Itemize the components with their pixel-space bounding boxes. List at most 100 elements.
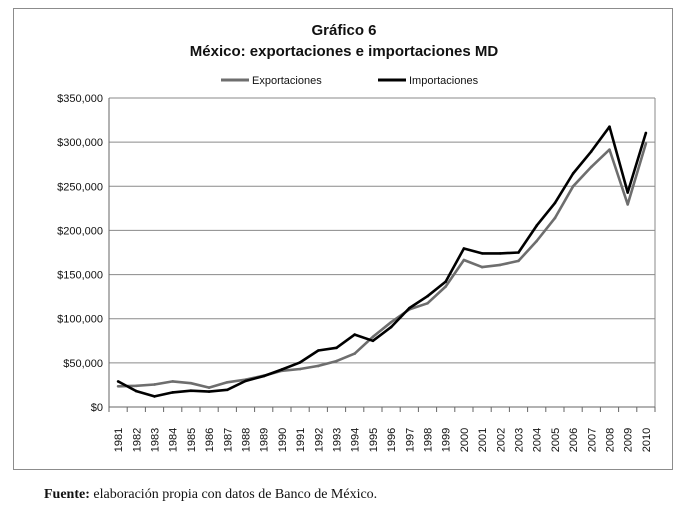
data-point-importaciones — [244, 379, 247, 383]
data-point-importaciones — [353, 333, 357, 336]
axes: $0 $50,000 $100,000 $150,000 $200,000 $250,00… — [57, 93, 656, 452]
x-tick-label: 1997 — [404, 428, 416, 452]
x-tick-label: 1998 — [423, 428, 435, 452]
x-tick-label: 1990 — [277, 428, 289, 452]
data-point-importaciones — [389, 325, 393, 329]
data-point-importaciones — [171, 391, 174, 394]
x-tick-label: 2004 — [532, 428, 544, 452]
gridlines — [109, 97, 656, 407]
x-tick-label: 1987 — [222, 428, 234, 452]
data-point-importaciones — [335, 346, 338, 350]
y-tick-label: $150,000 — [57, 270, 103, 282]
x-tick-label: 2009 — [623, 428, 635, 452]
x-tick-label: 2003 — [514, 428, 526, 452]
data-point-exportaciones — [189, 381, 193, 385]
x-tick-label: 1985 — [186, 428, 198, 452]
x-tick-label: 1996 — [386, 428, 398, 452]
x-tick-label: 1994 — [350, 428, 362, 452]
y-tick-label: $0 — [91, 402, 103, 414]
data-point-importaciones — [135, 389, 138, 393]
data-point-exportaciones — [571, 184, 575, 188]
y-tick-label: $300,000 — [57, 137, 103, 149]
data-point-exportaciones — [353, 352, 357, 355]
data-point-exportaciones — [226, 380, 229, 384]
data-point-exportaciones — [480, 265, 484, 269]
data-point-exportaciones — [335, 359, 338, 363]
x-tick-label: 1999 — [441, 428, 453, 452]
chart-frame: Gráfico 6 México: exportaciones e import… — [13, 8, 673, 470]
x-tick-label: 1992 — [313, 428, 325, 452]
data-point-importaciones — [298, 361, 302, 364]
data-point-exportaciones — [535, 239, 538, 243]
data-point-exportaciones — [171, 380, 174, 383]
chart-title: Gráfico 6 — [311, 22, 376, 39]
data-point-importaciones — [408, 306, 411, 310]
legend: Exportaciones Importaciones — [221, 75, 479, 87]
y-tick-label: $350,000 — [57, 93, 103, 105]
data-point-importaciones — [226, 388, 229, 392]
data-point-exportaciones — [499, 263, 502, 267]
data-point-importaciones — [280, 368, 284, 371]
x-tick-label: 1983 — [150, 428, 162, 452]
data-point-exportaciones — [553, 216, 557, 220]
data-point-exportaciones — [444, 285, 448, 288]
y-tick-label: $250,000 — [57, 181, 103, 193]
x-tick-label: 2002 — [495, 428, 507, 452]
data-point-importaciones — [371, 339, 375, 343]
data-point-importaciones — [207, 390, 211, 393]
x-tick-label: 2000 — [459, 428, 471, 452]
data-point-exportaciones — [371, 335, 375, 339]
source-text: elaboración propia con datos de Banco de… — [89, 487, 378, 502]
x-tick-label: 1989 — [259, 428, 271, 452]
data-point-importaciones — [189, 389, 193, 392]
y-tick-label: $100,000 — [57, 314, 103, 326]
legend-label-importaciones: Importaciones — [409, 75, 479, 87]
x-tick-label: 2010 — [641, 428, 653, 452]
data-point-exportaciones — [644, 142, 648, 145]
data-point-importaciones — [116, 380, 120, 383]
x-tick-label: 1984 — [168, 428, 180, 452]
data-point-exportaciones — [207, 386, 211, 389]
line-chart: Gráfico 6 México: exportaciones e import… — [57, 22, 656, 452]
data-point-exportaciones — [426, 301, 429, 305]
x-tick-label: 1988 — [241, 428, 253, 452]
x-tick-label: 2005 — [550, 428, 562, 452]
x-tick-label: 1986 — [204, 428, 216, 452]
data-point-exportaciones — [626, 203, 629, 206]
x-tick-label: 2006 — [568, 428, 580, 452]
legend-label-exportaciones: Exportaciones — [252, 75, 322, 87]
data-point-exportaciones — [298, 367, 302, 371]
x-tick-label: 2007 — [586, 428, 598, 452]
data-point-importaciones — [608, 125, 611, 128]
data-point-exportaciones — [462, 258, 466, 262]
source-note: Fuente: elaboración propia con datos de … — [44, 487, 377, 503]
data-point-exportaciones — [317, 364, 320, 368]
data-point-exportaciones — [389, 320, 393, 324]
x-tick-label: 1995 — [368, 428, 380, 452]
data-point-importaciones — [626, 191, 629, 194]
data-point-exportaciones — [590, 165, 593, 169]
data-point-exportaciones — [517, 259, 520, 263]
series-line-exportaciones — [118, 143, 648, 389]
data-point-importaciones — [426, 294, 429, 298]
x-tick-label: 2001 — [477, 428, 489, 452]
y-tick-label: $200,000 — [57, 225, 103, 237]
data-point-exportaciones — [135, 384, 138, 388]
data-point-importaciones — [499, 252, 502, 255]
data-point-importaciones — [535, 224, 538, 227]
data-point-importaciones — [317, 349, 320, 352]
source-label: Fuente: — [44, 487, 90, 502]
data-point-importaciones — [553, 201, 557, 205]
x-tick-label: 1993 — [332, 428, 344, 452]
series-lines — [116, 125, 648, 398]
series-line-importaciones — [117, 125, 648, 398]
data-point-importaciones — [571, 172, 575, 175]
data-point-importaciones — [644, 131, 648, 135]
y-tick-label: $50,000 — [63, 358, 103, 370]
data-point-importaciones — [153, 395, 156, 398]
x-tick-label: 2008 — [605, 428, 617, 452]
data-point-importaciones — [262, 374, 265, 378]
x-tick-label: 1981 — [113, 428, 125, 452]
data-point-exportaciones — [153, 383, 156, 386]
chart-subtitle: México: exportaciones e importaciones MD — [190, 43, 499, 60]
